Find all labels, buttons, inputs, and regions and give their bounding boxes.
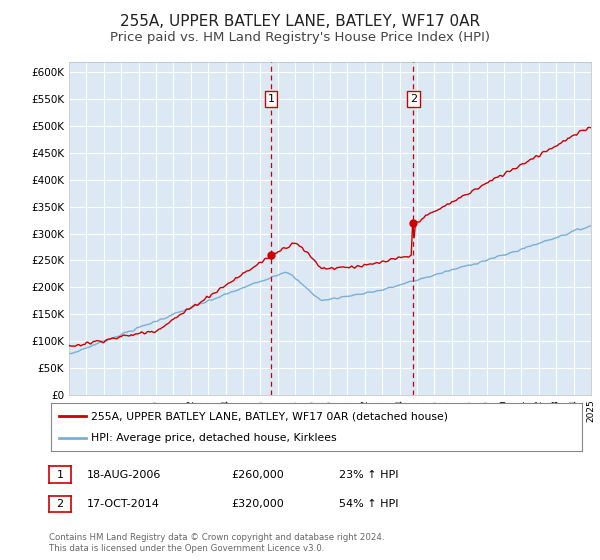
Text: 17-OCT-2014: 17-OCT-2014 bbox=[87, 499, 160, 509]
Text: £260,000: £260,000 bbox=[231, 470, 284, 480]
Text: 2: 2 bbox=[56, 499, 64, 509]
Text: 1: 1 bbox=[268, 94, 275, 104]
Text: Price paid vs. HM Land Registry's House Price Index (HPI): Price paid vs. HM Land Registry's House … bbox=[110, 31, 490, 44]
Text: 18-AUG-2006: 18-AUG-2006 bbox=[87, 470, 161, 480]
Text: 255A, UPPER BATLEY LANE, BATLEY, WF17 0AR: 255A, UPPER BATLEY LANE, BATLEY, WF17 0A… bbox=[120, 14, 480, 29]
Text: £320,000: £320,000 bbox=[231, 499, 284, 509]
Text: 54% ↑ HPI: 54% ↑ HPI bbox=[339, 499, 398, 509]
Text: 1: 1 bbox=[56, 470, 64, 480]
Text: 23% ↑ HPI: 23% ↑ HPI bbox=[339, 470, 398, 480]
Text: HPI: Average price, detached house, Kirklees: HPI: Average price, detached house, Kirk… bbox=[91, 433, 337, 443]
Text: Contains HM Land Registry data © Crown copyright and database right 2024.
This d: Contains HM Land Registry data © Crown c… bbox=[49, 533, 385, 553]
Text: 255A, UPPER BATLEY LANE, BATLEY, WF17 0AR (detached house): 255A, UPPER BATLEY LANE, BATLEY, WF17 0A… bbox=[91, 411, 448, 421]
Text: 2: 2 bbox=[410, 94, 417, 104]
